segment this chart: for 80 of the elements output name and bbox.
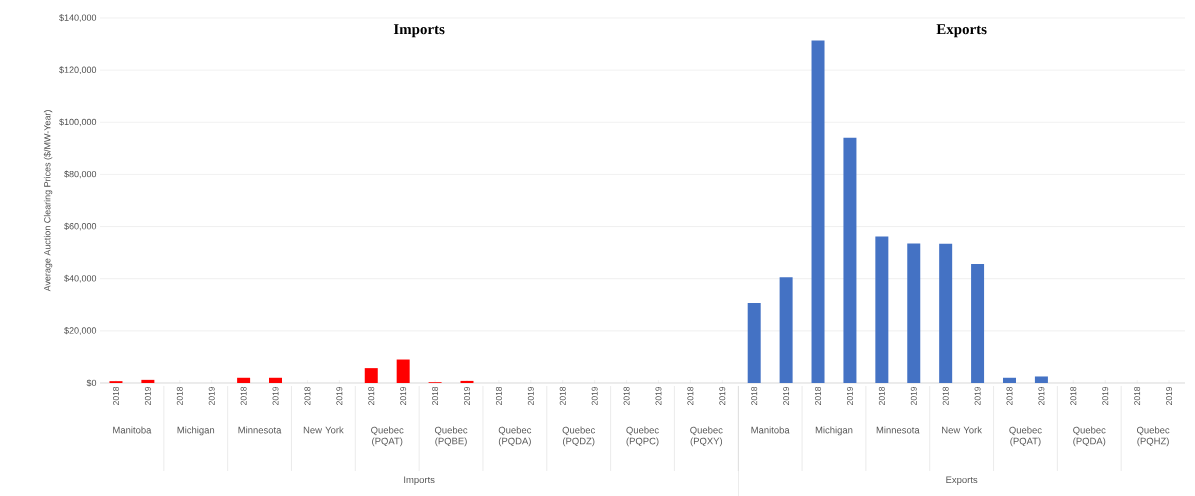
text: Quebec (PQBE) [434, 426, 468, 447]
text: Quebec (PQDA) [1073, 426, 1106, 447]
text: Quebec (PQAT) [371, 426, 404, 447]
x-tick-label: 2018 [942, 386, 949, 405]
x-tick-label: 2019 [1038, 386, 1045, 405]
x-tick-label: 2018 [112, 386, 119, 405]
bar [843, 137, 857, 383]
bar [1003, 377, 1016, 383]
x-tick-label: 2019 [400, 386, 407, 405]
bar [364, 368, 378, 383]
x-tick-label: 2019 [974, 386, 981, 405]
x-tick-label: 2018 [623, 386, 630, 405]
x-tick-label: 2019 [527, 386, 534, 405]
x-tick-label: 2019 [208, 386, 215, 405]
bar [971, 264, 985, 383]
text: Quebec (PQAT) [1009, 426, 1042, 447]
bar [939, 243, 953, 383]
bar [1034, 376, 1048, 383]
text: Quebec (PQPC) [626, 426, 659, 447]
bar [875, 236, 889, 383]
text: Minnesota [238, 426, 282, 434]
bar [237, 377, 251, 383]
text: Manitoba [113, 426, 152, 434]
x-tick-label: 2019 [144, 386, 151, 405]
bar [141, 379, 155, 383]
text: Minnesota [876, 426, 920, 434]
x-tick-label: 2019 [783, 386, 790, 405]
x-tick-label: 2019 [719, 386, 726, 405]
x-tick-label: 2019 [591, 386, 598, 405]
x-tick-label: 2018 [495, 386, 502, 405]
annotation: Exports [936, 24, 987, 38]
text: Manitoba [751, 426, 790, 434]
y-axis-title: Average Auction Clearing Prices ($/MW-Year) [43, 110, 53, 292]
x-tick-label: 2019 [272, 386, 279, 405]
annotation: Imports [393, 24, 445, 38]
y-tick-label: $40,000 [64, 274, 97, 283]
x-tick-label: 2018 [176, 386, 183, 405]
bar [460, 380, 474, 383]
text: Michigan [815, 426, 853, 436]
text: Imports [404, 476, 435, 485]
text: Quebec (PQDZ) [562, 426, 596, 447]
x-tick-label: 2019 [655, 386, 662, 405]
y-tick-label: $120,000 [59, 66, 97, 74]
y-tick-label: $60,000 [64, 222, 97, 231]
bar [907, 243, 921, 383]
text: Quebec (PQXY) [690, 426, 723, 447]
x-tick-label: 2018 [559, 386, 566, 405]
y-tick-label: $0 [86, 379, 97, 387]
text: New York [303, 426, 344, 434]
bar [779, 277, 793, 383]
text: Michigan [177, 426, 215, 436]
text: Exports [946, 476, 978, 485]
text: New York [942, 426, 982, 434]
x-tick-label: 2018 [751, 386, 758, 405]
x-tick-label: 2018 [240, 386, 247, 405]
x-tick-label: 2019 [1102, 386, 1109, 405]
x-tick-label: 2019 [846, 386, 853, 405]
x-tick-label: 2018 [368, 386, 375, 405]
x-tick-label: 2018 [687, 386, 694, 405]
bar [747, 302, 761, 383]
x-tick-label: 2018 [878, 386, 885, 405]
x-tick-label: 2019 [1166, 386, 1173, 405]
x-tick-label: 2018 [815, 386, 822, 405]
x-tick-label: 2018 [1006, 386, 1013, 405]
text: Quebec (PQHZ) [1136, 426, 1170, 447]
x-tick-label: 2019 [336, 386, 343, 405]
y-tick-label: $100,000 [59, 118, 97, 127]
bar [811, 40, 825, 383]
x-tick-label: 2019 [464, 386, 470, 405]
x-tick-label: 2018 [1134, 386, 1141, 405]
x-tick-label: 2018 [1070, 386, 1077, 405]
x-tick-label: 2019 [910, 386, 917, 405]
x-tick-label: 2018 [432, 386, 439, 405]
y-tick-label: $140,000 [59, 14, 97, 22]
bar [269, 377, 283, 383]
y-tick-label: $20,000 [64, 326, 97, 335]
text: Quebec (PQDA) [498, 426, 532, 447]
bar [396, 359, 410, 383]
x-tick-label: 2018 [304, 386, 311, 405]
y-tick-label: $80,000 [64, 170, 97, 179]
